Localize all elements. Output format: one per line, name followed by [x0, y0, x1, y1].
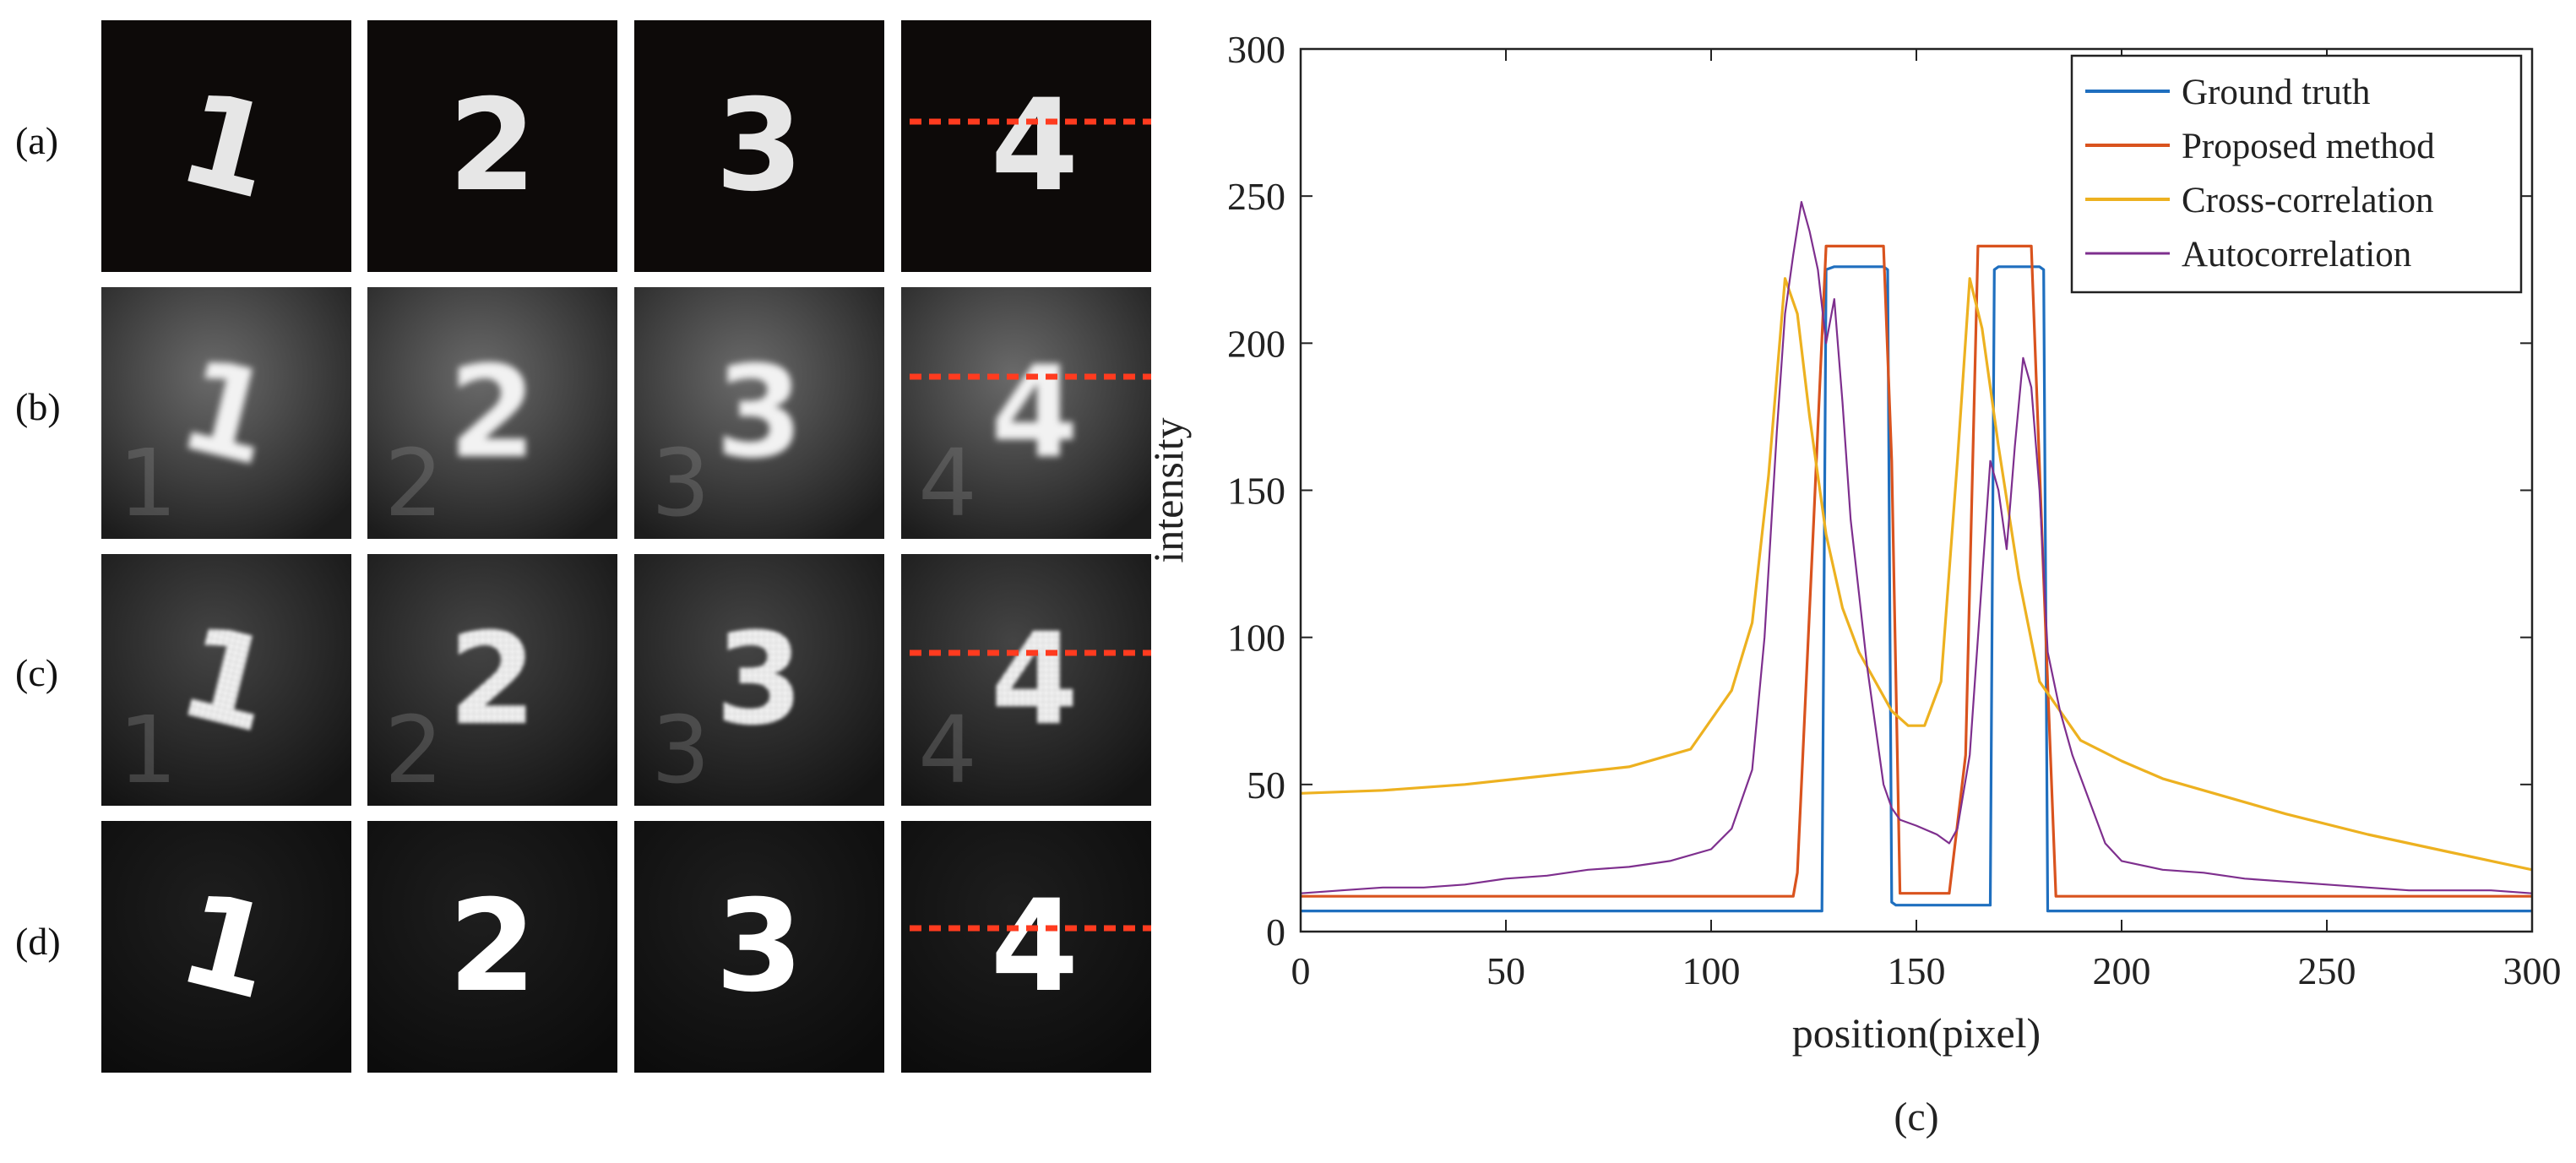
row-label-d: (d): [15, 920, 61, 963]
x-tick-label: 0: [1291, 949, 1311, 992]
digit-3: 3: [715, 73, 803, 220]
row-label-c: (c): [15, 651, 59, 694]
legend-entry: Proposed method: [2182, 127, 2435, 166]
intensity-profile-chart: 0 50 100 150 200 250 300 0 50 100 150 200 250 300 posi…: [1149, 28, 2562, 1139]
y-tick-label: 150: [1227, 470, 1285, 513]
tile-background: [634, 20, 884, 272]
series-line-autocorrelation: [1300, 201, 2533, 894]
tile-background: [101, 20, 351, 272]
x-axis-label: position(pixel): [1792, 1009, 2041, 1057]
tile-background: [901, 821, 1151, 1073]
y-tick-label: 300: [1227, 28, 1285, 71]
tile-background: [101, 287, 351, 539]
ghost-digit: 1: [118, 696, 177, 804]
legend-entry: Cross-correlation: [2182, 181, 2434, 220]
digit-2: 2: [448, 340, 536, 486]
y-tick-label: 200: [1227, 322, 1285, 365]
x-tick-label: 150: [1888, 949, 1946, 992]
digit-tile-r4-c1: 1: [101, 821, 351, 1073]
y-axis-label: intensity: [1149, 417, 1192, 562]
axes-frame: [1299, 47, 2534, 933]
tile-background: [367, 20, 617, 272]
panel-label: (c): [1894, 1095, 1938, 1139]
tile-background: [367, 821, 617, 1073]
tile-background: [101, 821, 351, 1073]
row-label-b: (b): [15, 385, 61, 428]
digit-tile-r4-c2: 2: [367, 821, 617, 1073]
digit-2: 2: [448, 73, 536, 220]
y-tick-label: 250: [1227, 175, 1285, 218]
tile-background: [901, 20, 1151, 272]
y-tick-label: 0: [1266, 910, 1285, 954]
digit-4: 4: [991, 73, 1079, 220]
x-tick-label: 200: [2093, 949, 2151, 992]
ghost-digit: 3: [651, 696, 710, 804]
digit-4: 4: [991, 340, 1079, 486]
tile-background: [101, 554, 351, 806]
digit-2: 2: [448, 873, 536, 1020]
series-line-proposed-method: [1301, 244, 2532, 898]
ghost-digit: 4: [918, 696, 977, 804]
tile-background: [367, 554, 617, 806]
tile-background: [367, 287, 617, 539]
digit-4: 4: [991, 606, 1079, 753]
legend-entry: Autocorrelation: [2182, 235, 2411, 274]
digit-tile-r1-c2: 2: [367, 20, 617, 272]
digit-tile-r1-c1: 1: [101, 20, 351, 272]
ghost-digit: 1: [118, 429, 177, 537]
digit-4: 4: [991, 873, 1079, 1020]
tile-background: [901, 554, 1151, 806]
digit-3: 3: [715, 340, 803, 486]
tile-background: [634, 554, 884, 806]
ghost-digit: 4: [918, 429, 977, 537]
y-tick-label: 100: [1227, 617, 1285, 660]
ghost-digit: 3: [651, 429, 710, 537]
digit-tile-r4-c3: 3: [634, 821, 884, 1073]
digit-tile-r1-c3: 3: [634, 20, 884, 272]
series-line-cross-correlation: [1300, 277, 2533, 872]
digit-2: 2: [448, 606, 536, 753]
tile-background: [901, 287, 1151, 539]
y-tick-label: 50: [1247, 764, 1285, 807]
legend-entry: Ground truth: [2182, 73, 2370, 112]
x-tick-label: 250: [2298, 949, 2356, 992]
tile-background: [634, 287, 884, 539]
x-tick-label: 50: [1486, 949, 1525, 992]
digit-tile-r4-c4: 4: [901, 821, 1151, 1073]
ghost-digit: 2: [384, 429, 443, 537]
digit-tile-r1-c4: 4: [901, 20, 1151, 272]
ghost-digit: 2: [384, 696, 443, 804]
tile-background: [634, 821, 884, 1073]
row-label-a: (a): [15, 119, 59, 162]
series-line-ground-truth: [1301, 265, 2532, 913]
x-tick-label: 100: [1682, 949, 1741, 992]
digit-3: 3: [715, 873, 803, 1020]
x-tick-label: 300: [2503, 949, 2562, 992]
digit-3: 3: [715, 606, 803, 753]
